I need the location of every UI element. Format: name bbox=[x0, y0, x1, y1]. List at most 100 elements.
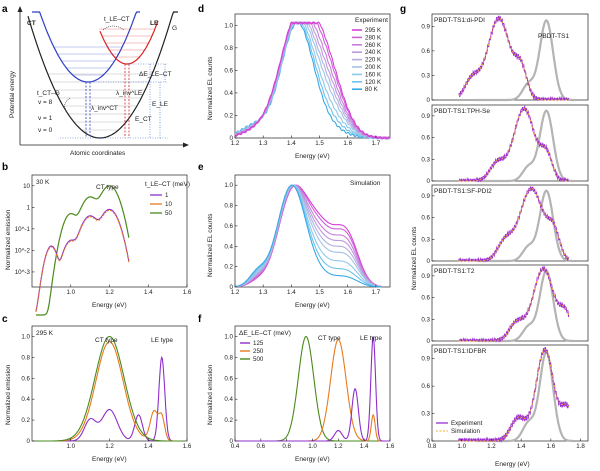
f-ct-label: CT type bbox=[318, 335, 341, 342]
a-tctg-label: t_CT–G bbox=[37, 90, 60, 97]
g-subpanel-title: PBDT-TS1:di-PDI bbox=[434, 17, 485, 24]
c-ytick: 0.6 bbox=[21, 375, 30, 382]
panel-letter-a: a bbox=[2, 4, 8, 15]
g-reference-curve bbox=[476, 269, 574, 343]
d-legend-label: 240 K bbox=[365, 49, 382, 56]
e-xtick: 1.4 bbox=[287, 289, 296, 296]
g-reference-curve bbox=[476, 109, 574, 183]
g-ytick: 0 bbox=[427, 178, 431, 185]
g-experiment-curve bbox=[458, 15, 570, 102]
e-ytick: 1.0 bbox=[224, 182, 233, 189]
g-simulation-curve bbox=[458, 188, 569, 262]
a-ylabel: Potential energy bbox=[9, 70, 16, 118]
f-ytick: 0 bbox=[230, 438, 234, 445]
g-subpanel-title: PBDT-TS1:IDFBR bbox=[434, 348, 487, 355]
c-xlabel: Energy (eV) bbox=[92, 456, 127, 463]
c-temp: 295 K bbox=[36, 330, 54, 337]
d-ytick: 0.6 bbox=[224, 67, 233, 74]
e-ytick: 0.8 bbox=[224, 203, 233, 210]
b-temp: 30 K bbox=[36, 179, 50, 186]
c-ytick: 0.8 bbox=[21, 354, 30, 361]
e-xlabel: Energy (eV) bbox=[295, 302, 330, 309]
a-ele-label: E_LE bbox=[152, 101, 169, 108]
e-legend-title: Simulation bbox=[350, 180, 381, 187]
f-ylabel: Normalized emission bbox=[207, 364, 214, 425]
e-curve bbox=[234, 184, 382, 288]
panel-a: Potential energy Atomic coordinates CT L… bbox=[9, 6, 189, 157]
b-xtick: 1.0 bbox=[66, 289, 75, 296]
g-ytick: 0.9 bbox=[421, 193, 430, 200]
g-simulation-curve bbox=[458, 349, 570, 442]
g-xtick: 1.4 bbox=[517, 443, 526, 450]
e-xtick: 1.3 bbox=[259, 289, 268, 296]
d-xtick: 1.2 bbox=[231, 140, 240, 147]
e-curve bbox=[235, 184, 382, 288]
e-xtick: 1.5 bbox=[315, 289, 324, 296]
e-ytick: 0 bbox=[230, 284, 234, 291]
g-experiment-curve bbox=[458, 185, 570, 262]
b-xtick: 1.2 bbox=[105, 289, 114, 296]
b-ylabel: Normalized emission bbox=[5, 209, 12, 270]
e-ytick: 0.6 bbox=[224, 223, 233, 230]
c-ct-label: CT type bbox=[95, 337, 118, 344]
g-ytick: 0.3 bbox=[421, 72, 430, 79]
d-legend-label: 280 K bbox=[365, 34, 382, 41]
g-ytick: 0.6 bbox=[421, 48, 430, 55]
b-ytick: 10 bbox=[23, 183, 30, 190]
d-xtick: 1.4 bbox=[287, 140, 296, 147]
panel-b: 30 K CT type t_LE–CT (meV) 1 10 50 1.0 1.2 1… bbox=[5, 174, 192, 316]
d-ytick: 0.4 bbox=[224, 90, 233, 97]
a-ect-label: E_CT bbox=[135, 116, 152, 123]
b-series-50 bbox=[35, 185, 130, 316]
b-series-10 bbox=[35, 209, 130, 313]
d-legend-label: 160 K bbox=[365, 71, 382, 78]
c-purple-curve bbox=[35, 355, 184, 442]
d-xtick: 1.3 bbox=[259, 140, 268, 147]
d-ytick: 0.8 bbox=[224, 45, 233, 52]
g-subpanel-title: PBDT-TS1:SF-PDI2 bbox=[434, 188, 492, 195]
g-xlabel: Energy (eV) bbox=[495, 461, 530, 468]
b-ytick: 10^-2 bbox=[15, 247, 31, 254]
a-delta-e-label: ΔE_LE–CT bbox=[139, 71, 172, 78]
e-curve bbox=[235, 184, 382, 288]
f-legend-label: 250 bbox=[253, 348, 264, 355]
d-ytick: 0.2 bbox=[224, 112, 233, 119]
d-ytick: 1.0 bbox=[224, 22, 233, 29]
d-curve bbox=[234, 21, 391, 140]
g-ytick: 0 bbox=[427, 438, 431, 445]
b-legend-label: 50 bbox=[165, 210, 172, 217]
g-ytick: 0.3 bbox=[421, 236, 430, 243]
b-xtick: 1.4 bbox=[144, 289, 153, 296]
b-legend-label: 10 bbox=[165, 201, 172, 208]
c-xtick: 1.4 bbox=[144, 443, 153, 450]
panel-letter-f: f bbox=[198, 314, 202, 325]
f-legend-title: ΔE_LE–CT (meV) bbox=[239, 330, 291, 337]
b-ytick: 10^-3 bbox=[15, 269, 31, 276]
b-series-1 bbox=[35, 208, 130, 312]
d-xtick: 1.7 bbox=[372, 140, 381, 147]
panel-letter-g: g bbox=[400, 4, 406, 15]
d-ytick: 0 bbox=[230, 135, 234, 142]
e-curve bbox=[234, 184, 382, 288]
g-experiment-curve bbox=[458, 265, 570, 343]
b-type-label: CT type bbox=[96, 184, 119, 191]
b-ytick: 1 bbox=[27, 204, 31, 211]
e-ytick: 0.4 bbox=[224, 243, 233, 250]
e-curve bbox=[234, 184, 382, 288]
b-legend-title: t_LE–CT (meV) bbox=[145, 181, 190, 188]
g-simulation-curve bbox=[458, 108, 569, 182]
d-xtick: 1.5 bbox=[315, 140, 324, 147]
b-ytick: 10^-1 bbox=[15, 226, 31, 233]
f-ytick: 0.8 bbox=[224, 354, 233, 361]
panel-e: Simulation 1.2 1.3 1.4 1.5 1.6 1.7 0 0.2 0.4 0.6 0… bbox=[207, 174, 391, 309]
g-ylabel: Normalized EL counts bbox=[411, 226, 418, 290]
g-ytick: 0 bbox=[427, 258, 431, 265]
panel-letter-b: b bbox=[2, 162, 8, 173]
f-ytick: 1.0 bbox=[224, 333, 233, 340]
c-ylabel: Normalized emission bbox=[5, 364, 12, 425]
panel-letter-c: c bbox=[2, 314, 8, 325]
g-experiment-curve bbox=[458, 347, 570, 443]
